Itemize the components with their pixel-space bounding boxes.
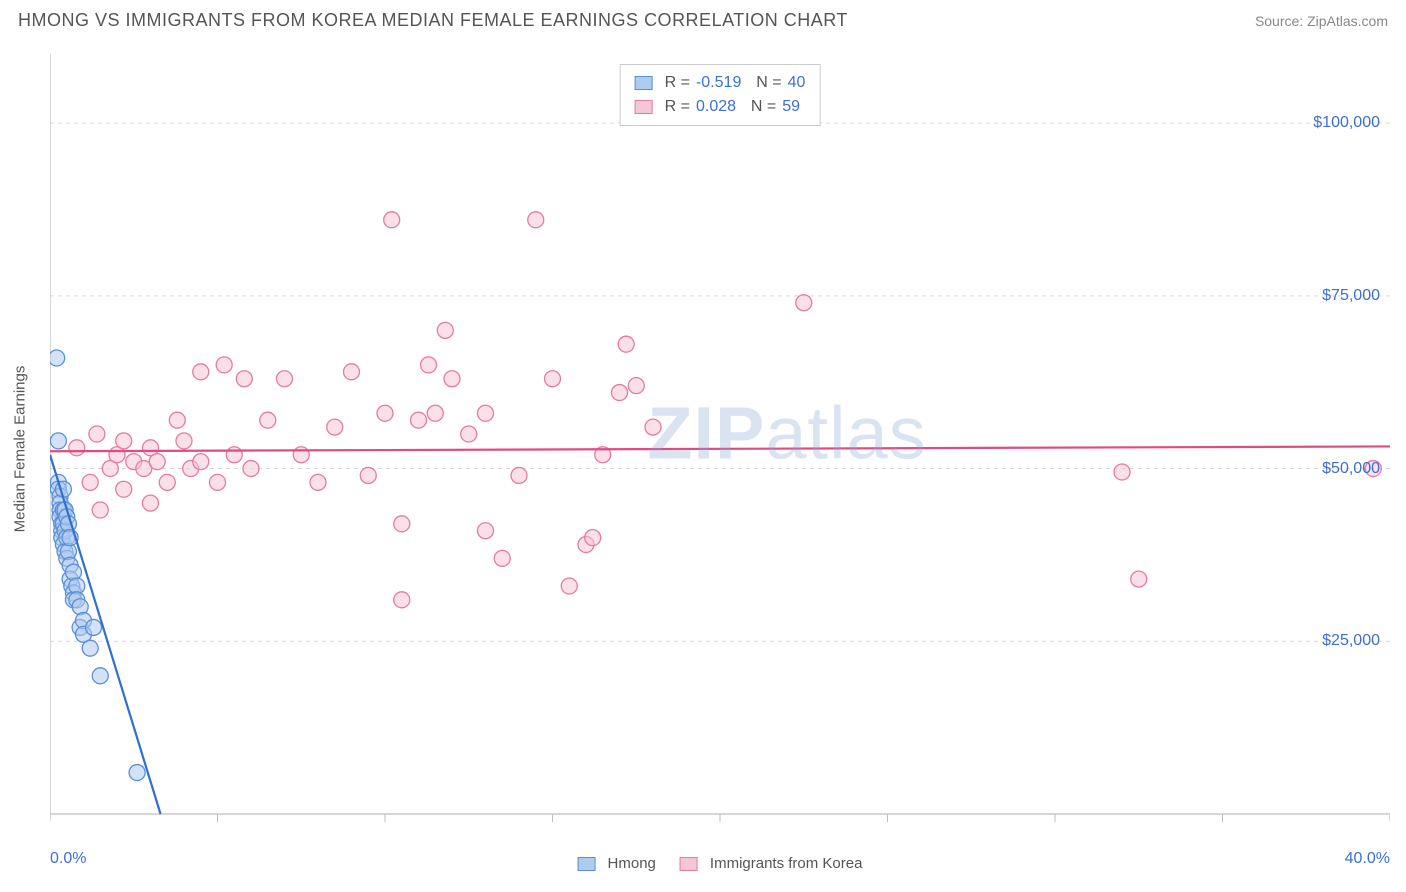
y-tick-label: $75,000 bbox=[1322, 287, 1380, 305]
chart-area: Median Female Earnings ZIPatlas R = -0.5… bbox=[50, 54, 1390, 844]
legend-swatch bbox=[680, 857, 698, 871]
stat-n-value: 40 bbox=[788, 71, 806, 95]
stats-legend-row: R = 0.028 N = 59 bbox=[635, 95, 806, 119]
header: HMONG VS IMMIGRANTS FROM KOREA MEDIAN FE… bbox=[0, 0, 1406, 37]
stat-n-label: N = bbox=[747, 71, 781, 95]
y-axis-label: Median Female Earnings bbox=[12, 366, 29, 533]
stat-n-label: N = bbox=[742, 95, 776, 119]
legend-label: Hmong bbox=[608, 855, 656, 872]
x-axis-min-label: 0.0% bbox=[50, 850, 86, 868]
y-tick-label: $100,000 bbox=[1313, 114, 1380, 132]
legend-item: Immigrants from Korea bbox=[680, 855, 863, 872]
stats-legend-row: R = -0.519 N = 40 bbox=[635, 71, 806, 95]
stat-r-value: 0.028 bbox=[696, 95, 736, 119]
scatter-plot bbox=[50, 54, 1390, 844]
stat-n-value: 59 bbox=[782, 95, 800, 119]
chart-title: HMONG VS IMMIGRANTS FROM KOREA MEDIAN FE… bbox=[18, 10, 848, 31]
x-axis-max-label: 40.0% bbox=[1345, 850, 1390, 868]
stat-r-label: R = bbox=[665, 71, 690, 95]
y-tick-label: $50,000 bbox=[1322, 460, 1380, 478]
stat-r-label: R = bbox=[665, 95, 690, 119]
stats-legend: R = -0.519 N = 40R = 0.028 N = 59 bbox=[620, 64, 821, 126]
stat-r-value: -0.519 bbox=[696, 71, 741, 95]
legend-item: Hmong bbox=[578, 855, 656, 872]
legend-label: Immigrants from Korea bbox=[710, 855, 863, 872]
legend-swatch bbox=[635, 100, 653, 114]
bottom-legend: Hmong Immigrants from Korea bbox=[578, 855, 863, 872]
source-label: Source: ZipAtlas.com bbox=[1255, 13, 1388, 29]
legend-swatch bbox=[635, 76, 653, 90]
legend-swatch bbox=[578, 857, 596, 871]
y-tick-label: $25,000 bbox=[1322, 632, 1380, 650]
